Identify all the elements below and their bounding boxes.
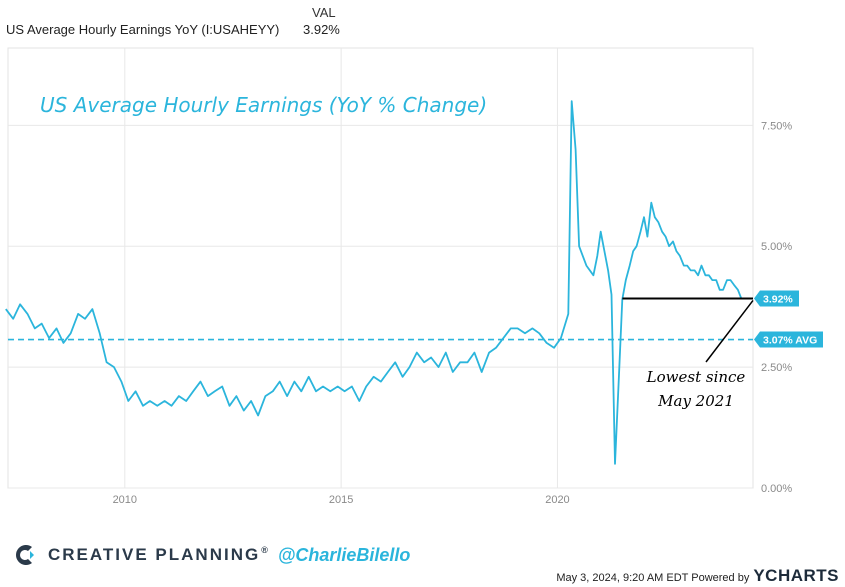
legend-series-name[interactable]: US Average Hourly Earnings YoY (I:USAHEY… <box>6 22 280 37</box>
legend-header: VAL <box>312 5 336 20</box>
annotation-text: Lowest since <box>646 368 746 386</box>
footer-meta: May 3, 2024, 9:20 AM EDT Powered by YCHA… <box>556 566 839 586</box>
chart-title: US Average Hourly Earnings (YoY % Change… <box>40 93 487 117</box>
average-label: 3.07% AVG <box>763 335 817 347</box>
x-tick-label: 2020 <box>545 494 569 506</box>
average-label-box <box>754 331 823 348</box>
series-line <box>5 100 743 465</box>
footer-brand: CREATIVE PLANNING® @CharlieBilello <box>12 540 410 570</box>
y-tick-label: 0.00% <box>761 483 792 495</box>
chart-svg: 3.07% AVG 3.92% 0.00% 2.50% 5.00% 7.50% 2010… <box>5 47 823 506</box>
ycharts-logo[interactable]: YCHARTS <box>753 566 839 585</box>
legend-series-value: 3.92% <box>303 22 340 37</box>
last-value-label-box <box>754 290 799 307</box>
brand-name-text: CREATIVE PLANNING <box>48 545 261 564</box>
annotation-pointer <box>705 300 754 363</box>
annotation-text: May 2021 <box>657 392 734 410</box>
y-tick-label: 5.00% <box>761 241 792 253</box>
x-tick-label: 2010 <box>113 494 137 506</box>
y-tick-label: 7.50% <box>761 120 792 132</box>
brand-name: CREATIVE PLANNING® <box>48 545 270 565</box>
twitter-handle[interactable]: @CharlieBilello <box>277 544 411 565</box>
timestamp: May 3, 2024, 9:20 AM EDT Powered by <box>556 572 750 584</box>
last-value-label: 3.92% <box>763 293 793 305</box>
y-tick-label: 2.50% <box>761 362 792 374</box>
creative-planning-logo-icon <box>16 545 34 565</box>
x-tick-label: 2015 <box>329 494 353 506</box>
brand-mark: ® <box>261 545 270 556</box>
